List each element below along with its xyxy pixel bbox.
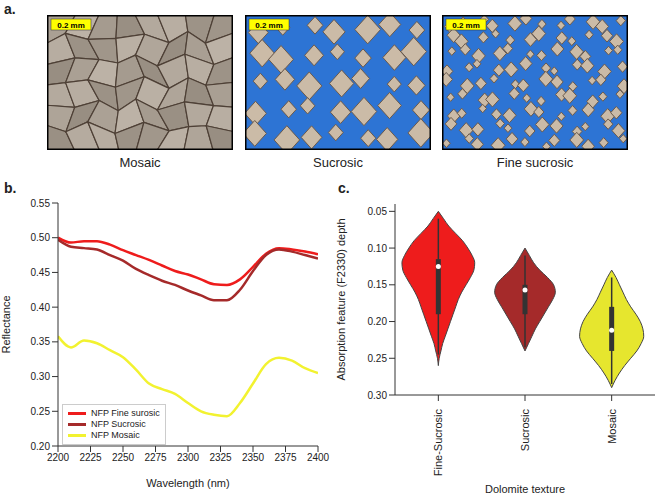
html-text:NFP Mosaic: NFP Mosaic [91, 430, 140, 440]
svg-text:2325: 2325 [209, 452, 232, 463]
html-text:a.: a. [4, 1, 16, 17]
svg-text:2400: 2400 [307, 452, 330, 463]
svg-text:0.55: 0.55 [31, 198, 51, 209]
svg-text:0.30: 0.30 [31, 371, 51, 382]
svg-text:0.30: 0.30 [368, 390, 388, 401]
svg-text:0.50: 0.50 [31, 232, 51, 243]
html-text:c.: c. [338, 180, 350, 196]
svg-text:0.25: 0.25 [368, 353, 388, 364]
svg-text:2375: 2375 [274, 452, 297, 463]
svg-text:0.05: 0.05 [368, 206, 388, 217]
svg-text:2250: 2250 [112, 452, 135, 463]
svg-text:2275: 2275 [144, 452, 167, 463]
html-text:Mosaic: Mosaic [119, 155, 161, 170]
svg-text:Mosaic: Mosaic [606, 409, 618, 444]
svg-text:0.45: 0.45 [31, 267, 51, 278]
svg-text:Absorption feature (F2330) dep: Absorption feature (F2330) depth [335, 218, 347, 380]
svg-text:0.20: 0.20 [31, 441, 51, 452]
html-text:Sucrosic: Sucrosic [313, 155, 363, 170]
html-text:b.: b. [4, 180, 17, 196]
svg-text:0.10: 0.10 [368, 243, 388, 254]
svg-text:Wavelength (nm): Wavelength (nm) [146, 477, 229, 489]
svg-text:0.20: 0.20 [368, 316, 388, 327]
svg-text:0.2 mm: 0.2 mm [255, 21, 283, 30]
svg-text:0.2 mm: 0.2 mm [57, 21, 85, 30]
svg-text:Dolomite texture: Dolomite texture [485, 483, 565, 495]
svg-text:0.40: 0.40 [31, 302, 51, 313]
svg-text:0.2 mm: 0.2 mm [452, 21, 480, 30]
svg-text:2350: 2350 [242, 452, 265, 463]
html-text:Fine sucrosic: Fine sucrosic [496, 155, 574, 170]
svg-text:2300: 2300 [177, 452, 200, 463]
html-text:NFP Fine surosic: NFP Fine surosic [91, 408, 160, 418]
svg-text:2200: 2200 [47, 452, 70, 463]
svg-text:0.25: 0.25 [31, 406, 51, 417]
svg-text:Reflectance: Reflectance [0, 295, 12, 353]
svg-text:2225: 2225 [79, 452, 102, 463]
svg-text:Sucrosic: Sucrosic [519, 409, 531, 452]
svg-text:Fine-Sucrosic: Fine-Sucrosic [432, 409, 444, 477]
svg-text:0.15: 0.15 [368, 279, 388, 290]
html-text:NFP Sucrosic: NFP Sucrosic [91, 419, 146, 429]
svg-text:0.35: 0.35 [31, 336, 51, 347]
